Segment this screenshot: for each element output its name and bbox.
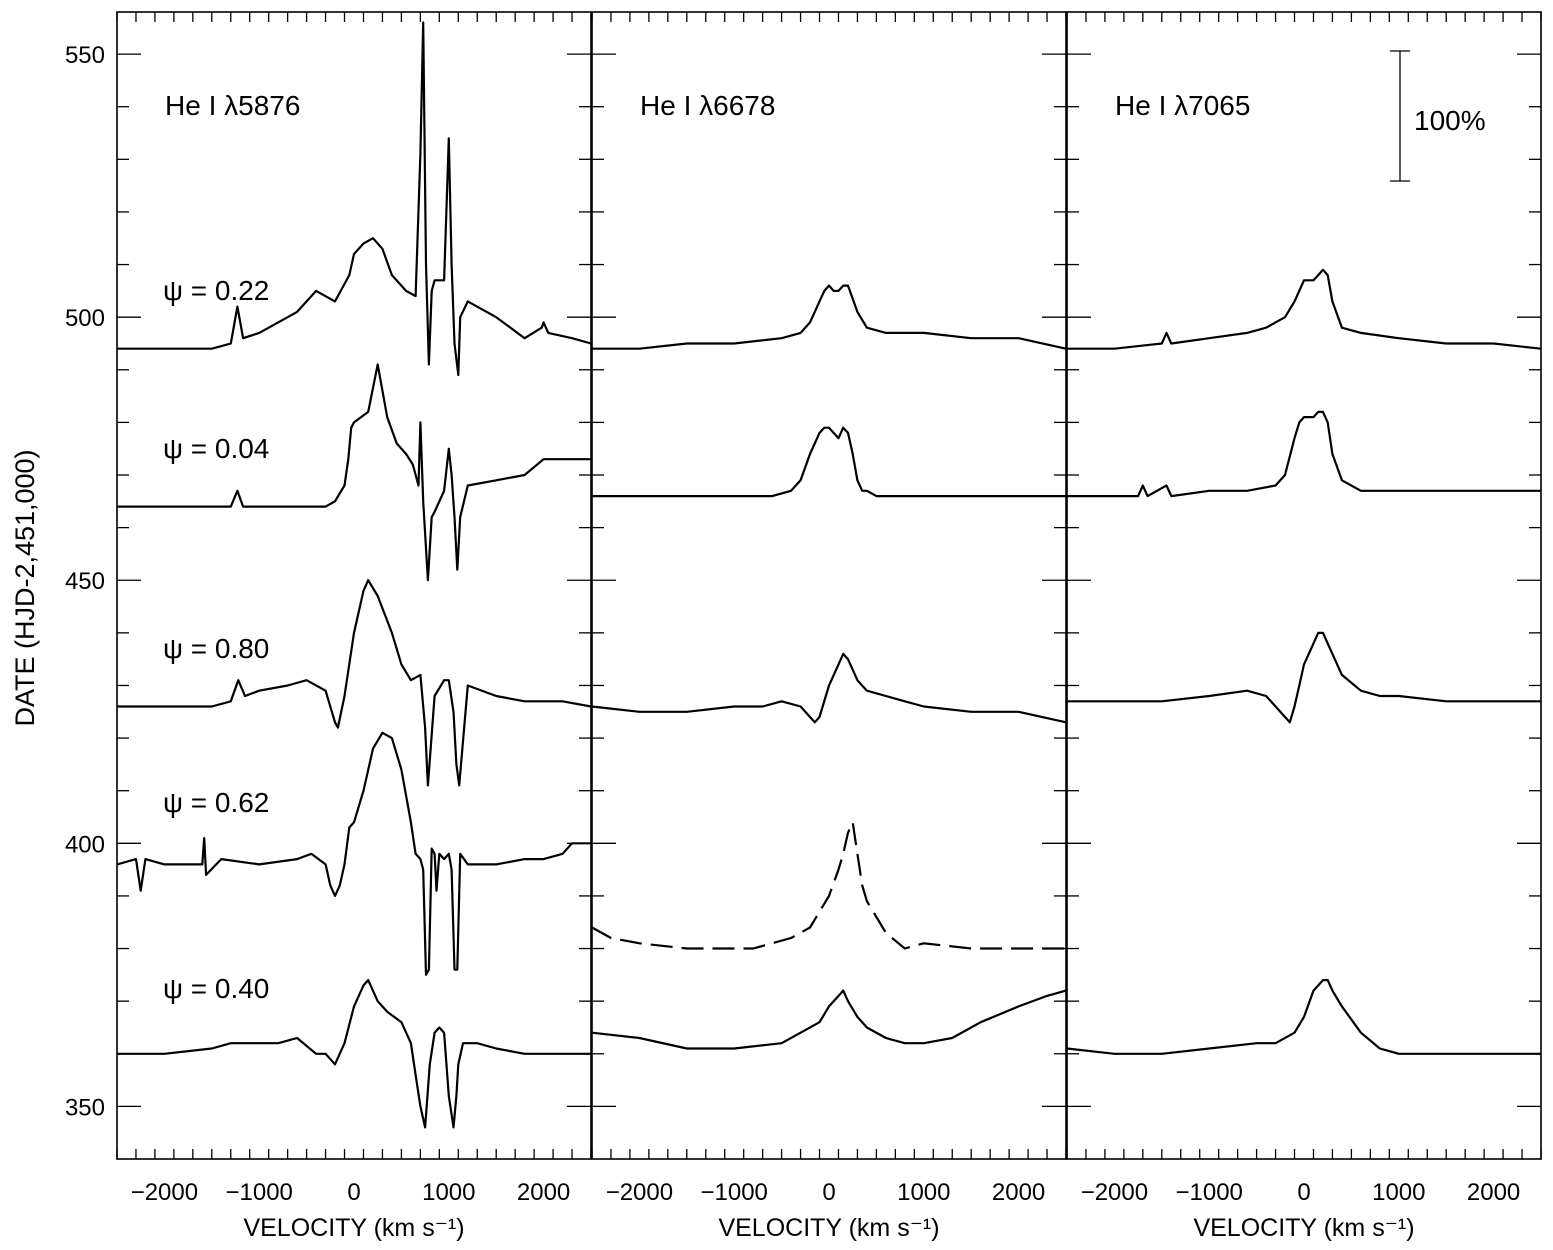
phase-label: ψ = 0.40 <box>163 973 269 1004</box>
panel-2: −2000 −1000 0 1000 2000 VELOCITY (km s⁻¹) He I… <box>591 11 1067 1242</box>
phase-label: ψ = 0.80 <box>163 633 269 664</box>
y-tick-label: 350 <box>65 1094 105 1121</box>
panel-1: −2000 −1000 0 1000 2000 VELOCITY (km s⁻¹) He I… <box>116 11 592 1242</box>
spectrum-line <box>591 989 1067 1050</box>
y-tick-label: 400 <box>65 831 105 858</box>
x-tick-label: −2000 <box>131 1179 198 1206</box>
phase-label: ψ = 0.04 <box>163 433 269 464</box>
x-tick-label: 2000 <box>992 1179 1045 1206</box>
panel-title: He I λ6678 <box>640 90 775 121</box>
spectrum-line <box>1066 978 1541 1055</box>
spectrum-line <box>592 426 1066 498</box>
y-tick-label: 500 <box>65 305 105 332</box>
scale-bar-label: 100% <box>1414 105 1486 136</box>
spectrum-line <box>117 978 591 1129</box>
spectrum-line <box>116 731 591 976</box>
y-axis-label: DATE (HJD-2,451,000) <box>10 449 40 726</box>
spectrum-line <box>117 363 591 582</box>
panel-frame <box>591 11 1067 1160</box>
spectrum-line <box>591 821 1066 950</box>
x-tick-label: 0 <box>347 1179 360 1206</box>
y-tick-label: 550 <box>65 42 105 69</box>
spectrum-line <box>1067 631 1541 724</box>
x-tick-label: −2000 <box>606 1179 673 1206</box>
x-tick-label: 2000 <box>517 1179 570 1206</box>
spectrum-line <box>117 21 592 377</box>
panel-title: He I λ7065 <box>1115 90 1250 121</box>
x-tick-label: 1000 <box>422 1179 475 1206</box>
y-tick-label: 450 <box>65 568 105 595</box>
phase-label: ψ = 0.22 <box>163 275 269 306</box>
plot-area: −2000 −1000 0 1000 2000 VELOCITY (km s⁻¹) He I… <box>65 11 1542 1242</box>
x-axis-label: VELOCITY (km s⁻¹) <box>1193 1214 1414 1242</box>
spectrum-line <box>1067 268 1542 350</box>
scale-bar: 100% <box>1390 50 1486 182</box>
x-tick-label: 0 <box>822 1179 835 1206</box>
spectrum-line <box>591 652 1067 724</box>
x-tick-label: 2000 <box>1467 1179 1520 1206</box>
panel-frame <box>1066 11 1542 1160</box>
spectrum-line <box>592 284 1067 350</box>
x-tick-label: −2000 <box>1081 1179 1148 1206</box>
panel-frame <box>116 11 592 1160</box>
x-tick-label: −1000 <box>225 1179 292 1206</box>
spectrum-line <box>1067 410 1541 498</box>
x-tick-label: 0 <box>1297 1179 1310 1206</box>
panel-title: He I λ5876 <box>165 90 300 121</box>
spectrum-line <box>117 579 592 787</box>
x-axis-label: VELOCITY (km s⁻¹) <box>243 1214 464 1242</box>
x-tick-label: −1000 <box>1175 1179 1242 1206</box>
phase-label: ψ = 0.62 <box>163 787 269 818</box>
panel-3: −2000 −1000 0 1000 2000 VELOCITY (km s⁻¹) He I… <box>1066 11 1542 1242</box>
x-tick-label: 1000 <box>897 1179 950 1206</box>
x-tick-label: 1000 <box>1372 1179 1425 1206</box>
x-tick-label: −1000 <box>700 1179 767 1206</box>
x-axis-label: VELOCITY (km s⁻¹) <box>718 1214 939 1242</box>
